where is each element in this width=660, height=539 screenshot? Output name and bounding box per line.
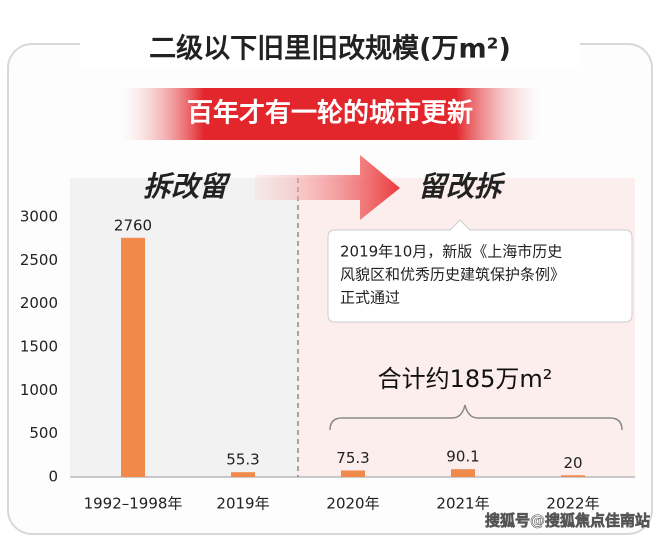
y-tick-label: 0 bbox=[48, 468, 58, 486]
annotation-line: 正式通过 bbox=[340, 289, 400, 307]
y-tick-label: 500 bbox=[29, 424, 58, 442]
x-tick-label: 2021年 bbox=[436, 495, 489, 513]
bar bbox=[231, 472, 255, 477]
arrow bbox=[255, 155, 400, 220]
annotation-line: 2019年10月，新版《上海市历史 bbox=[340, 243, 562, 261]
value-label: 55.3 bbox=[226, 451, 259, 469]
subtitle: 百年才有一轮的城市更新 bbox=[187, 98, 473, 129]
y-tick-label: 2000 bbox=[20, 294, 58, 312]
annotation-line: 风貌区和优秀历史建筑保护条例》 bbox=[340, 266, 565, 284]
value-label: 90.1 bbox=[446, 448, 479, 466]
phase-left-bg bbox=[70, 178, 298, 477]
value-label: 75.3 bbox=[336, 449, 369, 467]
bar bbox=[341, 470, 365, 477]
bar bbox=[121, 237, 145, 477]
x-tick-label: 2019年 bbox=[216, 495, 269, 513]
phase-label: 留改拆 bbox=[418, 170, 506, 203]
x-tick-label: 2020年 bbox=[326, 495, 379, 513]
chart-title: 二级以下旧里旧改规模(万m²) bbox=[149, 33, 511, 65]
bar bbox=[451, 469, 475, 477]
phase-label: 拆改留 bbox=[143, 170, 231, 203]
y-tick-label: 1500 bbox=[20, 338, 58, 356]
value-label: 20 bbox=[563, 454, 582, 472]
y-tick-label: 1000 bbox=[20, 381, 58, 399]
y-tick-label: 2500 bbox=[20, 251, 58, 269]
bar bbox=[561, 475, 585, 477]
brace bbox=[329, 404, 623, 431]
value-label: 2760 bbox=[114, 216, 152, 234]
x-tick-label: 2022年 bbox=[546, 495, 599, 513]
phase-right-bg bbox=[298, 178, 635, 477]
watermark: 搜狐号@搜狐焦点佳南站 bbox=[485, 512, 650, 530]
total-label: 合计约185万m² bbox=[378, 365, 553, 393]
subtitle-banner bbox=[120, 88, 540, 140]
title-backdrop bbox=[80, 34, 580, 68]
annotation-box bbox=[327, 219, 633, 323]
x-tick-label: 1992–1998年 bbox=[84, 495, 183, 513]
y-tick-label: 3000 bbox=[20, 208, 58, 226]
